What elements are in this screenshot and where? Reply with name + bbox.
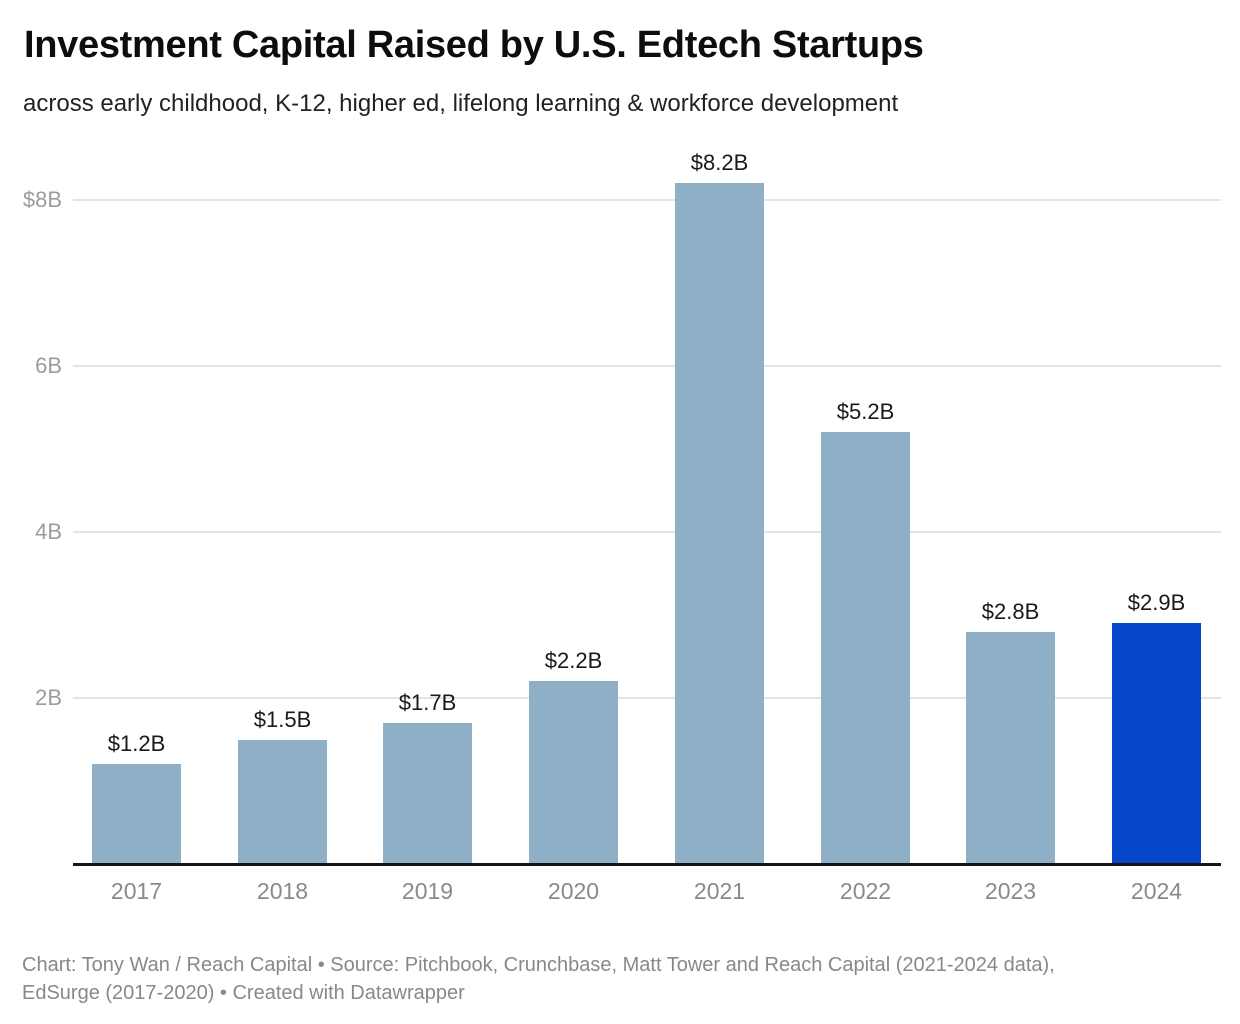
bar xyxy=(383,722,472,864)
y-axis-tick-label: 2B xyxy=(35,685,62,710)
bar xyxy=(238,739,327,864)
chart-footer: Chart: Tony Wan / Reach Capital • Source… xyxy=(22,952,1222,1007)
x-axis-label: 2022 xyxy=(839,878,892,904)
y-axis-tick-label: 4B xyxy=(35,519,62,544)
x-axis-label: 2017 xyxy=(110,878,163,904)
gridline xyxy=(73,697,1221,699)
bar-value-label: $1.5B xyxy=(253,706,312,732)
footer-attribution-line2: EdSurge (2017-2020) • Created with Dataw… xyxy=(22,981,465,1004)
chart-subtitle: across early childhood, K-12, higher ed,… xyxy=(23,90,899,117)
bar-value-label: $2.2B xyxy=(544,648,603,674)
x-axis-label: 2019 xyxy=(401,878,454,904)
footer-attribution-line1: Chart: Tony Wan / Reach Capital • Source… xyxy=(22,954,1055,976)
bar xyxy=(529,681,618,864)
gridline xyxy=(73,199,1221,201)
x-axis-label: 2018 xyxy=(256,878,309,904)
x-axis-label: 2020 xyxy=(547,878,600,904)
x-axis-line xyxy=(73,863,1221,866)
y-axis-tick-label: $8B xyxy=(22,187,62,212)
gridline xyxy=(73,531,1221,533)
chart-title: Investment Capital Raised by U.S. Edtech… xyxy=(24,24,924,66)
gridline xyxy=(73,365,1221,367)
bar xyxy=(966,631,1055,864)
x-axis-label: 2021 xyxy=(693,878,746,904)
x-axis-label: 2023 xyxy=(984,878,1037,904)
bar-value-label: $5.2B xyxy=(836,399,895,425)
x-axis-label: 2024 xyxy=(1130,878,1183,904)
bar-value-label: $1.2B xyxy=(107,731,166,757)
bar-value-label: $2.9B xyxy=(1127,590,1186,616)
bar-value-label: $8.2B xyxy=(690,150,749,176)
bar xyxy=(675,183,764,864)
y-axis-tick-label: 6B xyxy=(35,353,62,378)
bar xyxy=(92,764,181,864)
bar-value-label: $1.7B xyxy=(398,689,457,715)
bar-highlighted xyxy=(1112,623,1201,864)
bar-value-label: $2.8B xyxy=(981,598,1040,624)
bar xyxy=(821,432,910,864)
